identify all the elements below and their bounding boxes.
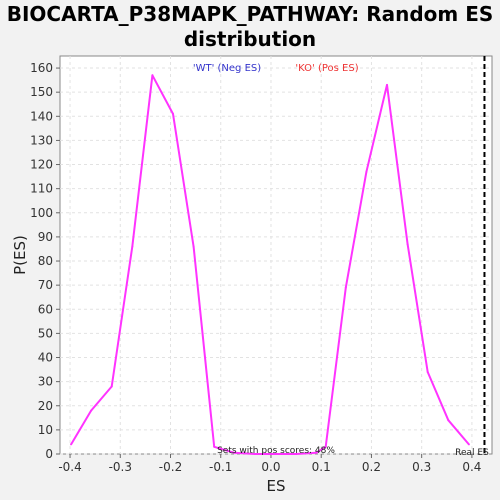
y-tick-label: 0 (45, 447, 53, 461)
x-tick-label: -0.3 (109, 460, 132, 474)
axes: 0 10 20 30 40 50 60 70 80 90 100 110 120 130 140 150 160… (30, 61, 481, 474)
grid-lines (60, 56, 492, 455)
y-tick-label: 50 (38, 326, 53, 340)
real-es-label: Real ES (455, 448, 489, 458)
y-tick-label: 130 (30, 133, 53, 147)
data-point (324, 445, 327, 448)
x-tick-label: -0.1 (209, 460, 232, 474)
chart-title: BIOCARTA_P38MAPK_PATHWAY: Random ES dist… (6, 2, 494, 51)
data-point (365, 170, 368, 173)
x-tick-label: 0.1 (312, 460, 331, 474)
data-point (213, 445, 216, 448)
data-point (151, 74, 154, 77)
data-point (406, 243, 409, 246)
data-point (172, 112, 175, 115)
data-point (426, 370, 429, 373)
y-tick-label: 70 (38, 278, 53, 292)
y-tick-label: 160 (30, 61, 53, 75)
x-tick-label: -0.2 (159, 460, 182, 474)
data-point (315, 451, 318, 454)
data-point (131, 245, 134, 248)
plot-area (59, 55, 493, 455)
y-tick-label: 30 (38, 375, 53, 389)
data-point (233, 451, 236, 454)
y-tick-label: 60 (38, 302, 53, 316)
x-tick-label: 0.4 (462, 460, 481, 474)
y-tick-label: 20 (38, 399, 53, 413)
y-tick-label: 110 (30, 182, 53, 196)
data-point (447, 419, 450, 422)
series-layer (70, 74, 470, 455)
y-tick-label: 140 (30, 109, 53, 123)
y-tick-label: 10 (38, 423, 53, 437)
data-point (467, 443, 470, 446)
x-tick-label: 0.2 (362, 460, 381, 474)
x-tick-label: 0.0 (261, 460, 280, 474)
x-axis-title: ES (267, 477, 286, 495)
data-point (295, 453, 298, 455)
legend-item-ko: 'KO' (Pos ES) (295, 63, 358, 74)
data-point (344, 286, 347, 289)
data-point (110, 385, 113, 388)
y-tick-label: 120 (30, 158, 53, 172)
y-tick-label: 90 (38, 230, 53, 244)
data-point (90, 409, 93, 412)
data-point (70, 443, 73, 446)
data-point (192, 245, 195, 248)
y-tick-label: 100 (30, 206, 53, 220)
pos-scores-annotation: Sets with pos scores: 48% (217, 446, 335, 456)
y-tick-label: 150 (30, 85, 53, 99)
x-tick-label: -0.4 (58, 460, 81, 474)
data-point (386, 83, 389, 86)
data-point (253, 453, 256, 455)
y-tick-label: 40 (38, 351, 53, 365)
x-tick-label: 0.3 (412, 460, 431, 474)
y-axis-title: P(ES) (11, 235, 29, 275)
y-tick-label: 80 (38, 254, 53, 268)
legend-item-wt: 'WT' (Neg ES) (193, 63, 261, 74)
data-point (274, 453, 277, 455)
